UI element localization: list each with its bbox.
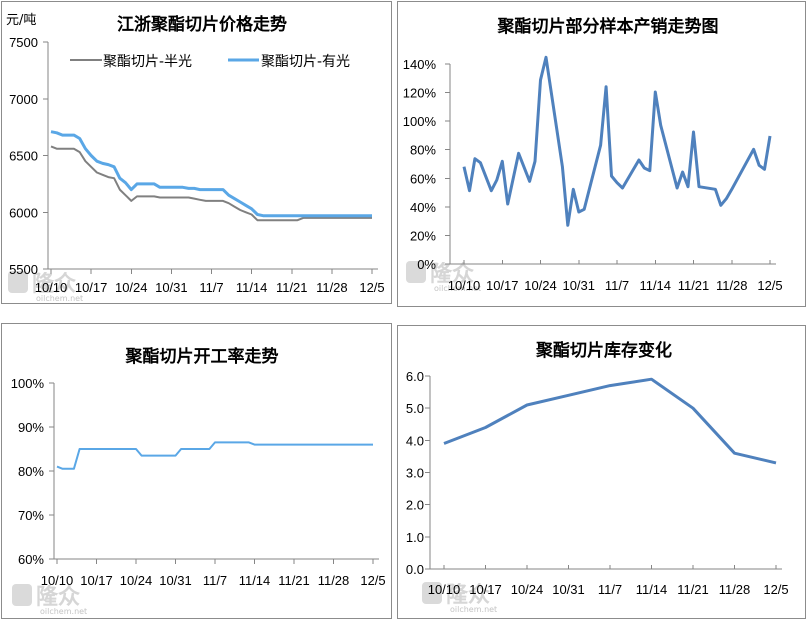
x-tick-label: 10/10	[35, 280, 68, 295]
x-tick-label: 10/24	[115, 280, 148, 295]
sales-chart-panel: 隆众 oilchem.net 聚酯切片部分样本产销走势图 0% 20% 40% 60% 80%…	[397, 1, 806, 307]
y-tick-label: 100%	[403, 114, 437, 129]
y-tick-label: 80%	[18, 464, 44, 479]
y-tick-label: 5.0	[406, 401, 424, 416]
y-tick-label: 0.0	[406, 562, 424, 577]
watermark-site: oilchem.net	[40, 607, 87, 616]
x-tick-label: 11/7	[203, 573, 227, 588]
x-tick-label: 10/24	[524, 278, 557, 293]
chart-title: 聚酯切片库存变化	[535, 340, 672, 361]
price-chart-panel: 隆众 oilchem.net 江浙聚酯切片价格走势 元/吨 5500 6000 6500 70…	[1, 1, 392, 304]
x-tick-label: 11/14	[239, 573, 271, 588]
x-tick-label: 10/17	[80, 573, 113, 588]
y-tick-label: 60%	[410, 171, 436, 186]
y-tick-label: 100%	[11, 376, 45, 391]
x-tick-label: 11/14	[236, 280, 268, 295]
x-tick-label: 11/7	[605, 278, 629, 293]
inventory-chart-panel: 隆众 oilchem.net 聚酯切片库存变化 0.0 1.0 2.0 3.0 4.0 5.0 6…	[397, 325, 806, 619]
x-tick-label: 11/14	[636, 582, 668, 597]
x-tick-label: 11/28	[316, 280, 348, 295]
x-tick-label: 11/28	[719, 582, 751, 597]
x-tick-label: 10/31	[155, 280, 188, 295]
x-tick-label: 11/14	[639, 278, 671, 293]
y-tick-label: 6.0	[406, 369, 424, 384]
series-line-0	[56, 441, 373, 470]
x-tick-label: 11/28	[716, 278, 748, 293]
x-tick-label: 12/5	[757, 278, 782, 293]
y-tick-label: 2.0	[406, 498, 424, 513]
chart-title: 聚酯切片部分样本产销走势图	[497, 16, 719, 37]
watermark-brand: 隆众	[32, 272, 76, 297]
y-tick-label: 6500	[9, 149, 38, 164]
x-tick-label: 11/21	[677, 582, 709, 597]
chart-title: 江浙聚酯切片价格走势	[117, 14, 287, 35]
x-tick-label: 10/10	[448, 278, 481, 293]
watermark-brand: 隆众	[36, 585, 80, 610]
x-tick-label: 11/7	[598, 582, 622, 597]
x-tick-label: 10/17	[75, 280, 108, 295]
x-tick-label: 12/5	[359, 280, 384, 295]
x-tick-label: 10/24	[511, 582, 544, 597]
series-line-0	[50, 145, 372, 222]
chart-title: 聚酯切片开工率走势	[125, 346, 279, 367]
y-tick-label: 70%	[18, 508, 44, 523]
x-tick-label: 12/5	[360, 573, 385, 588]
legend-label-1: 聚酯切片-有光	[261, 54, 350, 70]
x-tick-label: 11/21	[276, 280, 308, 295]
x-tick-label: 11/21	[278, 573, 310, 588]
y-tick-label: 5500	[9, 262, 38, 277]
x-tick-label: 11/28	[318, 573, 350, 588]
watermark-site: oilchem.net	[434, 284, 481, 293]
y-tick-label: 20%	[410, 228, 436, 243]
series-line-0	[462, 55, 772, 227]
watermark-mark	[422, 582, 442, 604]
series-line-0	[443, 377, 777, 465]
y-tick-label: 7000	[9, 92, 38, 107]
legend-label-0: 聚酯切片-半光	[103, 54, 192, 70]
x-tick-label: 12/5	[763, 582, 788, 597]
y-tick-label: 0%	[417, 257, 436, 272]
y-tick-label: 7500	[9, 35, 38, 50]
watermark-mark	[12, 584, 32, 606]
y-tick-label: 60%	[18, 552, 44, 567]
y-tick-label: 120%	[403, 86, 437, 101]
x-tick-label: 10/24	[120, 573, 153, 588]
watermark-mark	[8, 271, 28, 293]
x-tick-label: 11/21	[678, 278, 710, 293]
y-tick-label: 80%	[410, 143, 436, 158]
x-tick-label: 10/31	[159, 573, 192, 588]
x-tick-label: 10/10	[41, 573, 74, 588]
x-tick-label: 10/31	[552, 582, 585, 597]
watermark-mark	[406, 261, 426, 283]
series-line-1	[50, 130, 372, 218]
y-tick-label: 4.0	[406, 433, 424, 448]
x-tick-label: 11/7	[199, 280, 223, 295]
y-tick-label: 1.0	[406, 530, 424, 545]
x-tick-label: 10/17	[469, 582, 502, 597]
watermark-site: oilchem.net	[450, 605, 497, 614]
y-tick-label: 140%	[403, 57, 437, 72]
x-tick-label: 10/10	[428, 582, 461, 597]
operating-rate-chart-panel: 隆众 oilchem.net 聚酯切片开工率走势 60% 70% 80% 90% 100% 10…	[1, 323, 392, 619]
y-unit-label: 元/吨	[6, 13, 36, 28]
x-tick-label: 10/31	[562, 278, 595, 293]
watermark-site: oilchem.net	[36, 294, 83, 303]
y-tick-label: 6000	[9, 205, 38, 220]
watermark-brand: 隆众	[446, 583, 490, 608]
y-tick-label: 40%	[410, 200, 436, 215]
x-tick-label: 10/17	[486, 278, 519, 293]
y-tick-label: 3.0	[406, 466, 424, 481]
y-tick-label: 90%	[18, 420, 44, 435]
watermark-brand: 隆众	[430, 262, 474, 287]
